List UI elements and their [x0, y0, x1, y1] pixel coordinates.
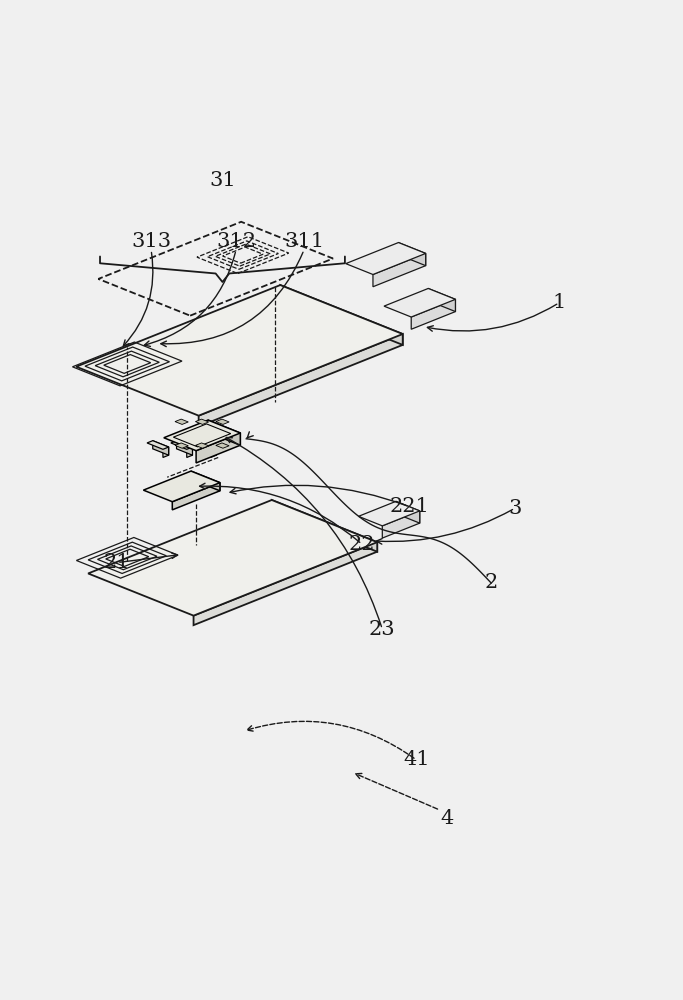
- Text: 21: 21: [104, 553, 130, 572]
- Polygon shape: [199, 334, 403, 427]
- Text: 313: 313: [131, 232, 171, 251]
- Polygon shape: [373, 253, 426, 287]
- Text: 41: 41: [403, 750, 430, 769]
- Text: 4: 4: [441, 809, 454, 828]
- Polygon shape: [195, 443, 209, 448]
- Polygon shape: [191, 471, 220, 491]
- Text: 3: 3: [508, 499, 522, 518]
- Polygon shape: [195, 441, 217, 449]
- Polygon shape: [216, 443, 229, 448]
- Polygon shape: [396, 501, 420, 523]
- Polygon shape: [163, 447, 169, 457]
- Polygon shape: [346, 243, 426, 275]
- Polygon shape: [195, 419, 209, 424]
- Polygon shape: [272, 500, 377, 552]
- Polygon shape: [384, 288, 456, 317]
- Polygon shape: [200, 441, 217, 455]
- Polygon shape: [193, 542, 377, 625]
- Polygon shape: [172, 483, 220, 510]
- Text: 31: 31: [209, 171, 236, 190]
- Polygon shape: [175, 419, 189, 424]
- Polygon shape: [153, 441, 169, 455]
- Polygon shape: [359, 501, 420, 526]
- Text: 23: 23: [369, 620, 395, 639]
- Text: 22: 22: [348, 535, 375, 554]
- Polygon shape: [216, 419, 229, 424]
- Polygon shape: [76, 285, 403, 416]
- Text: 1: 1: [553, 293, 566, 312]
- Polygon shape: [175, 443, 189, 448]
- Polygon shape: [428, 288, 456, 312]
- Text: 312: 312: [216, 232, 256, 251]
- Polygon shape: [280, 285, 403, 345]
- Polygon shape: [411, 299, 456, 329]
- Text: 2: 2: [484, 573, 498, 592]
- Text: 311: 311: [284, 232, 324, 251]
- Polygon shape: [196, 433, 240, 463]
- Polygon shape: [398, 243, 426, 266]
- Text: 221: 221: [389, 497, 430, 516]
- Polygon shape: [382, 511, 420, 538]
- Polygon shape: [210, 447, 217, 457]
- Polygon shape: [208, 420, 240, 445]
- Polygon shape: [186, 447, 193, 457]
- Polygon shape: [147, 441, 169, 449]
- Polygon shape: [176, 441, 193, 455]
- Polygon shape: [88, 500, 377, 616]
- Polygon shape: [164, 420, 240, 451]
- Polygon shape: [171, 441, 193, 449]
- Polygon shape: [143, 471, 220, 502]
